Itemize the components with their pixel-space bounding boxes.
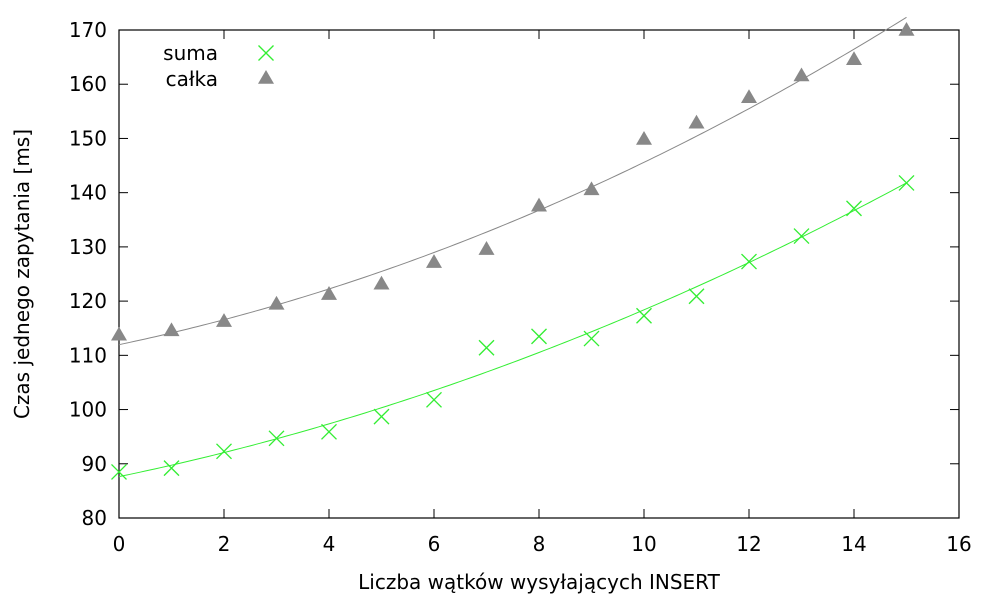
point-triangle-marker xyxy=(111,326,127,341)
y-tick-label: 170 xyxy=(69,18,107,42)
point-triangle-marker xyxy=(268,295,285,310)
point-x-marker xyxy=(636,307,652,324)
y-tick-label: 130 xyxy=(69,235,107,259)
legend-marker-triangle xyxy=(258,70,274,84)
point-x-marker xyxy=(111,463,127,480)
legend-label-calka: całka xyxy=(166,67,218,91)
x-axis-label: Liczba wątków wysyłających INSERT xyxy=(358,570,720,594)
x-tick-label: 14 xyxy=(841,532,866,556)
point-x-marker xyxy=(163,460,180,477)
point-triangle-marker xyxy=(898,22,915,36)
legend-marker-x xyxy=(258,45,274,61)
point-x-marker xyxy=(793,228,810,245)
fit-curves xyxy=(118,16,907,478)
point-triangle-marker xyxy=(688,114,705,129)
point-triangle-marker xyxy=(321,286,337,300)
point-x-marker xyxy=(583,330,600,347)
x-tick-label: 12 xyxy=(736,532,761,556)
y-tick-label: 120 xyxy=(69,289,107,313)
data-points xyxy=(111,22,915,480)
point-triangle-marker xyxy=(741,89,757,103)
point-x-marker xyxy=(426,391,442,408)
plot-frame xyxy=(118,29,960,519)
point-triangle-marker xyxy=(426,254,442,268)
point-x-marker xyxy=(268,430,285,447)
point-x-marker xyxy=(373,408,390,425)
point-triangle-marker xyxy=(163,322,180,337)
point-triangle-marker xyxy=(846,51,862,66)
point-triangle-marker xyxy=(636,130,652,145)
legend: suma całka xyxy=(163,41,274,91)
x-tick-label: 2 xyxy=(218,532,231,556)
point-x-marker xyxy=(846,200,862,217)
point-triangle-marker xyxy=(793,67,810,82)
point-triangle-marker xyxy=(478,241,495,255)
y-tick-label: 80 xyxy=(82,506,107,530)
point-x-marker xyxy=(688,288,705,305)
point-triangle-marker xyxy=(583,181,600,196)
point-x-marker xyxy=(216,443,232,460)
point-x-marker xyxy=(478,339,495,356)
point-x-marker xyxy=(898,174,915,191)
x-tick-label: 10 xyxy=(631,532,656,556)
axis-ticks: 0 2 4 6 8 10 12 14 16 80 90 100 110 120 130 140 150 160 17… xyxy=(69,18,972,556)
y-tick-label: 150 xyxy=(69,126,107,150)
y-tick-label: 140 xyxy=(69,181,107,205)
point-x-marker xyxy=(741,253,757,270)
fit-curve-0 xyxy=(118,182,907,478)
y-tick-label: 110 xyxy=(69,343,107,367)
y-axis-label: Czas jednego zapytania [ms] xyxy=(10,129,34,419)
point-triangle-marker xyxy=(373,275,390,290)
x-tick-label: 0 xyxy=(113,532,126,556)
y-tick-label: 100 xyxy=(69,398,107,422)
point-triangle-marker xyxy=(531,197,547,212)
x-tick-label: 4 xyxy=(323,532,336,556)
point-x-marker xyxy=(531,328,547,345)
y-tick-label: 160 xyxy=(69,72,107,96)
x-tick-label: 6 xyxy=(428,532,441,556)
legend-label-suma: suma xyxy=(163,41,218,65)
fit-curve-1 xyxy=(118,16,907,346)
x-tick-label: 8 xyxy=(533,532,546,556)
point-x-marker xyxy=(321,423,337,440)
point-triangle-marker xyxy=(216,313,232,327)
y-tick-label: 90 xyxy=(82,452,107,476)
x-tick-label: 16 xyxy=(946,532,971,556)
